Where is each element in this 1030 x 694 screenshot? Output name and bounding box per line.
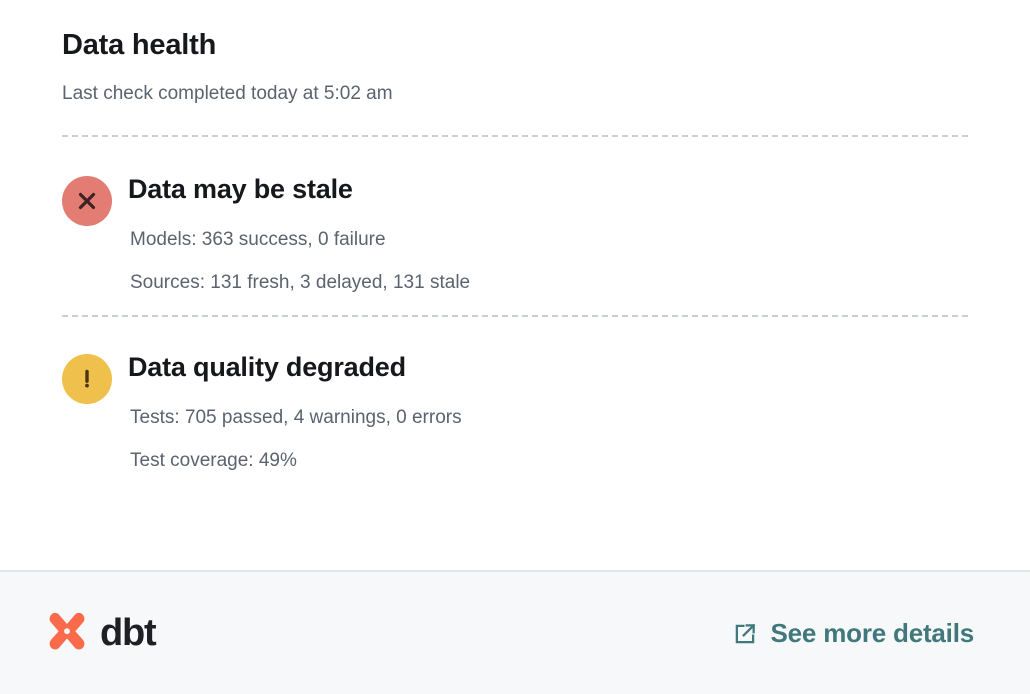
- page-title: Data health: [62, 29, 217, 61]
- status-detail-coverage: Test coverage: 49%: [130, 449, 297, 471]
- card-footer: dbt See more details: [0, 570, 1030, 694]
- see-more-details-label: See more details: [770, 618, 975, 648]
- status-content: Data quality degraded Tests: 705 passed,…: [112, 351, 968, 472]
- status-content: Data may be stale Models: 363 success, 0…: [112, 173, 968, 294]
- status-detail-lines: Tests: 705 passed, 4 warnings, 0 errors …: [128, 384, 968, 473]
- status-title: Data may be stale: [128, 174, 353, 205]
- status-detail-models: Models: 363 success, 0 failure: [130, 228, 386, 250]
- divider-top: [62, 135, 968, 138]
- dbt-logo-icon: [49, 612, 85, 650]
- card-body: Data health Last check completed today a…: [62, 29, 968, 472]
- dbt-brand: dbt: [44, 610, 157, 656]
- status-item-quality: Data quality degraded Tests: 705 passed,…: [62, 317, 968, 472]
- warning-circle-exclamation-icon: [62, 354, 112, 405]
- see-more-details-link[interactable]: See more details: [732, 619, 974, 647]
- error-circle-x-icon: [62, 176, 112, 227]
- status-detail-sources: Sources: 131 fresh, 3 delayed, 131 stale: [130, 271, 471, 293]
- status-title: Data quality degraded: [128, 352, 406, 383]
- external-link-icon: [735, 623, 755, 644]
- last-check-subtitle: Last check completed today at 5:02 am: [62, 82, 393, 104]
- status-item-stale: Data may be stale Models: 363 success, 0…: [62, 137, 968, 294]
- divider-middle: [62, 315, 968, 318]
- status-detail-lines: Models: 363 success, 0 failure Sources: …: [128, 206, 968, 295]
- status-detail-tests: Tests: 705 passed, 4 warnings, 0 errors: [130, 406, 462, 428]
- dbt-brand-name: dbt: [100, 612, 157, 654]
